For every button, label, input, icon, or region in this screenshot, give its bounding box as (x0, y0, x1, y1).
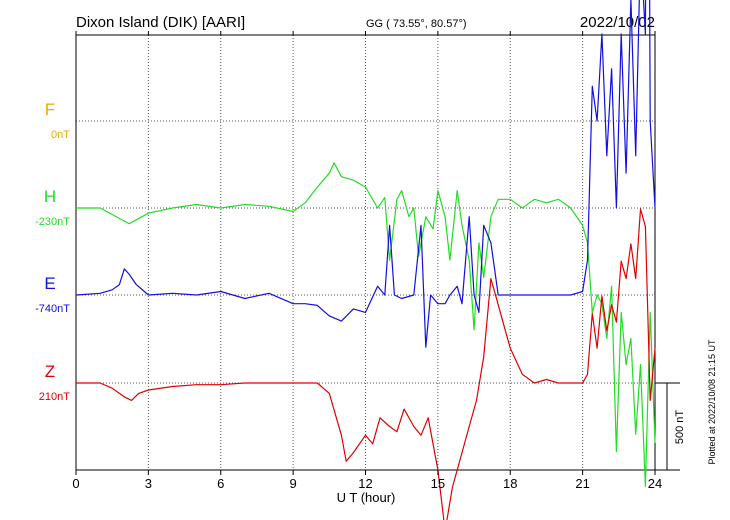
series-name-e: E (44, 274, 55, 293)
x-tick-label: 21 (575, 476, 589, 491)
x-tick-label: 15 (431, 476, 445, 491)
series-offset-f: 0nT (51, 129, 70, 141)
series-offset-e: -740nT (35, 303, 70, 315)
chart-date: 2022/10/02 (580, 14, 655, 31)
series-labels: F 0nT H -230nT E -740nT Z 210nT (35, 100, 70, 403)
series-line-e (75, 0, 656, 348)
series-name-z: Z (45, 362, 55, 381)
x-axis: 0 3 6 9 12 15 18 21 24 (72, 31, 662, 491)
x-tick-label: 24 (648, 476, 662, 491)
series-offset-h: -230nT (35, 216, 70, 228)
plotted-at-label: Plotted at 2022/10/08 21:15 UT (707, 339, 717, 465)
series-offset-z: 210nT (39, 391, 70, 403)
series-line-z (76, 208, 656, 520)
scale-bar: 500 nT (655, 382, 686, 471)
x-tick-label: 9 (290, 476, 297, 491)
series-name-f: F (45, 100, 55, 119)
x-tick-label: 0 (72, 476, 79, 491)
series-line-h (76, 162, 656, 487)
grid (76, 35, 655, 470)
x-tick-label: 12 (358, 476, 372, 491)
x-tick-label: 18 (503, 476, 517, 491)
scale-label: 500 nT (674, 410, 686, 445)
x-tick-label: 6 (217, 476, 224, 491)
chart-title: Dixon Island (DIK) [AARI] (76, 14, 245, 31)
series-lines (75, 0, 656, 520)
chart-coordinates: GG ( 73.55°, 80.57°) (366, 18, 467, 30)
x-axis-label: U T (hour) (337, 490, 396, 505)
x-tick-label: 3 (145, 476, 152, 491)
series-name-h: H (44, 187, 56, 206)
